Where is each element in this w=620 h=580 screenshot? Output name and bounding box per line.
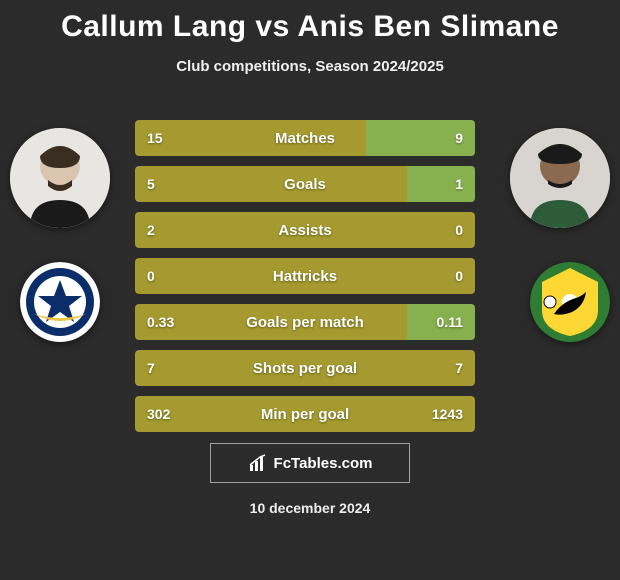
date-label: 10 december 2024 bbox=[0, 500, 620, 516]
stat-value-left: 5 bbox=[147, 166, 155, 202]
stat-value-right: 7 bbox=[455, 350, 463, 386]
stat-label: Hattricks bbox=[135, 258, 475, 294]
stat-label: Assists bbox=[135, 212, 475, 248]
stat-label: Goals bbox=[135, 166, 475, 202]
stat-value-left: 302 bbox=[147, 396, 170, 432]
stat-row: Hattricks0 0 bbox=[135, 258, 475, 294]
stat-label: Shots per goal bbox=[135, 350, 475, 386]
stat-value-left: 2 bbox=[147, 212, 155, 248]
stat-row: Goals5 1 bbox=[135, 166, 475, 202]
stat-label: Goals per match bbox=[135, 304, 475, 340]
stat-value-right: 1243 bbox=[432, 396, 463, 432]
stat-value-right: 9 bbox=[455, 120, 463, 156]
brand-icon bbox=[248, 453, 268, 473]
stat-value-right: 1 bbox=[455, 166, 463, 202]
stat-value-left: 0.33 bbox=[147, 304, 174, 340]
brand-label: FcTables.com bbox=[274, 455, 373, 472]
player-right-avatar bbox=[510, 128, 610, 228]
subtitle: Club competitions, Season 2024/2025 bbox=[0, 58, 620, 75]
stat-label: Min per goal bbox=[135, 396, 475, 432]
stat-row: Matches15 9 bbox=[135, 120, 475, 156]
stat-label: Matches bbox=[135, 120, 475, 156]
stat-value-right: 0 bbox=[455, 212, 463, 248]
player-left-club-badge bbox=[20, 262, 100, 342]
stat-row: Min per goal302 1243 bbox=[135, 396, 475, 432]
comparison-chart: Matches159Goals51Assists20Hattricks00Goa… bbox=[135, 120, 475, 442]
stat-value-left: 15 bbox=[147, 120, 163, 156]
stat-row: Assists2 0 bbox=[135, 212, 475, 248]
stat-value-left: 7 bbox=[147, 350, 155, 386]
player-right-club-badge bbox=[530, 262, 610, 342]
stat-value-right: 0 bbox=[455, 258, 463, 294]
stat-row: Shots per goal7 7 bbox=[135, 350, 475, 386]
brand-box: FcTables.com bbox=[210, 443, 410, 483]
page-title: Callum Lang vs Anis Ben Slimane bbox=[0, 0, 620, 44]
stat-row: Goals per match0.33 0.11 bbox=[135, 304, 475, 340]
stat-value-right: 0.11 bbox=[437, 304, 463, 340]
player-left-avatar bbox=[10, 128, 110, 228]
stat-value-left: 0 bbox=[147, 258, 155, 294]
